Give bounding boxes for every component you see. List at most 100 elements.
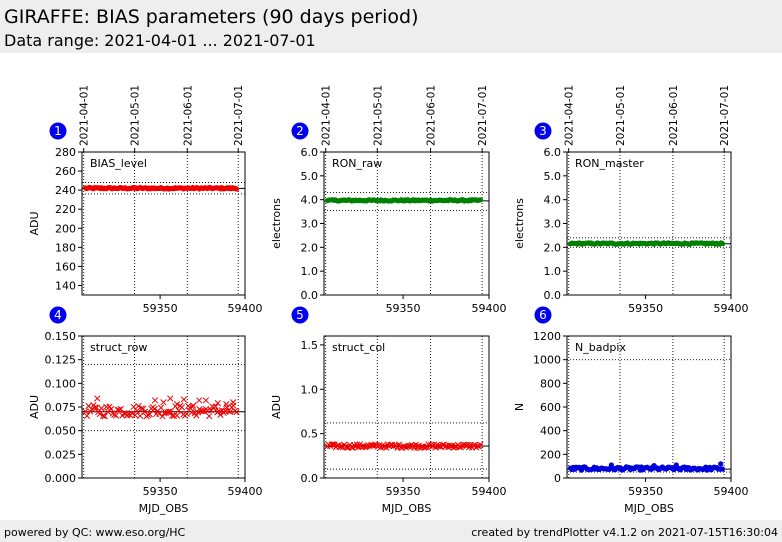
x-tick-label: 59400	[714, 302, 749, 315]
page-footer: powered by QC: www.eso.org/HC created by…	[0, 520, 782, 542]
page-title: GIRAFFE: BIAS parameters (90 days period…	[4, 6, 419, 28]
y-axis-label: electrons	[513, 198, 526, 249]
y-tick-label: 0.125	[45, 354, 77, 367]
y-tick-label: 6.0	[301, 146, 319, 159]
axes-frame	[566, 335, 732, 479]
y-axis-label: N	[513, 403, 526, 411]
data-point	[217, 411, 224, 418]
y-tick-label: 1.0	[301, 265, 319, 278]
data-point	[229, 399, 237, 406]
y-tick-label: 180	[55, 241, 76, 254]
date-tick-label: 2021-06-01	[668, 85, 680, 146]
y-tick-label: 0.5	[301, 428, 319, 441]
data-point	[151, 397, 159, 404]
page-header: GIRAFFE: BIAS parameters (90 days period…	[0, 0, 782, 53]
y-tick-label: 1.0	[301, 383, 319, 396]
y-axis-label: ADU	[28, 211, 41, 235]
x-axis-label: MJD_OBS	[382, 502, 432, 515]
y-tick-label: 160	[55, 260, 76, 273]
data-point	[180, 396, 188, 403]
x-tick-label: 59350	[386, 302, 421, 315]
data-point	[189, 402, 197, 409]
panel-number-badge: 4	[49, 306, 67, 324]
data-point	[477, 197, 484, 203]
badge-circle	[49, 306, 67, 324]
panel-label: struct_col	[332, 341, 385, 354]
data-point	[140, 405, 147, 412]
data-point	[120, 410, 128, 417]
date-tick-label: 2021-04-01	[564, 85, 576, 146]
y-tick-label: 4.0	[301, 194, 319, 207]
y-tick-label: 800	[540, 377, 561, 390]
y-tick-label: 220	[55, 203, 76, 216]
data-point	[91, 404, 99, 411]
y-tick-label: 600	[540, 401, 561, 414]
data-point	[167, 408, 174, 415]
y-tick-label: 5.0	[301, 170, 319, 183]
data-point	[226, 408, 234, 416]
data-point	[214, 400, 221, 407]
date-tick-label: 2021-06-01	[182, 85, 194, 146]
axes-frame	[566, 151, 732, 296]
data-point	[178, 404, 186, 411]
badge-circle	[291, 122, 309, 140]
x-tick-label: 59400	[714, 485, 749, 498]
x-tick-label: 59350	[386, 485, 421, 498]
axes-frame	[323, 151, 490, 296]
y-tick-label: 2.0	[301, 241, 319, 254]
badge-number: 6	[539, 308, 547, 322]
data-point	[82, 408, 89, 415]
data-point	[169, 412, 176, 419]
y-tick-label: 0.075	[45, 401, 77, 414]
footer-created-by: created by trendPlotter v4.1.2 on 2021-0…	[471, 526, 778, 539]
data-point	[212, 403, 219, 410]
data-points	[567, 461, 726, 473]
panel-label: struct_row	[90, 341, 147, 354]
data-points	[324, 197, 484, 204]
date-tick-label: 2021-05-01	[130, 85, 142, 146]
date-tick-label: 2021-06-01	[426, 85, 438, 146]
data-point	[128, 410, 136, 417]
y-tick-label: 0.0	[544, 289, 562, 302]
badge-number: 1	[54, 124, 62, 138]
panel-label: BIAS_level	[90, 157, 147, 170]
data-point	[101, 413, 108, 420]
data-point	[157, 404, 165, 411]
y-tick-label: 4.0	[544, 194, 562, 207]
data-point	[328, 441, 335, 448]
data-point	[719, 241, 726, 247]
data-point	[233, 186, 240, 192]
data-point	[167, 395, 174, 402]
data-point	[112, 412, 120, 419]
y-axis-label: electrons	[270, 198, 283, 249]
data-point	[161, 410, 168, 417]
data-point	[98, 405, 105, 412]
chart-panel-6: 6 0 200 400 600 800 1000 1200 59350 59400 N_badpix…	[513, 306, 749, 515]
y-axis-label: ADU	[28, 395, 41, 419]
data-point	[96, 410, 104, 418]
data-point	[99, 412, 107, 419]
y-tick-label: 240	[55, 184, 76, 197]
badge-circle	[534, 122, 552, 140]
x-axis-label: MJD_OBS	[624, 502, 674, 515]
data-points	[82, 395, 240, 420]
date-tick-label: 2021-07-01	[719, 85, 731, 146]
y-tick-label: 0.025	[45, 448, 77, 461]
x-tick-label: 59400	[472, 485, 507, 498]
data-point	[223, 401, 230, 408]
x-tick-label: 59350	[628, 302, 663, 315]
data-point	[130, 403, 137, 411]
badge-circle	[49, 122, 67, 140]
y-tick-label: 0	[554, 472, 561, 485]
y-tick-label: 200	[540, 448, 561, 461]
chart-panel-3: 3 0.0 1.0 2.0 3.0 4.0 5.0 6.0 59350 59400 2021-04-…	[513, 85, 749, 315]
data-points	[82, 184, 240, 192]
data-point	[193, 412, 200, 419]
data-point	[199, 408, 206, 415]
data-point	[718, 461, 724, 467]
y-tick-label: 140	[55, 279, 76, 292]
date-tick-label: 2021-07-01	[233, 85, 245, 146]
data-point	[194, 409, 202, 416]
footer-powered-by: powered by QC: www.eso.org/HC	[4, 526, 186, 539]
data-point	[608, 462, 615, 468]
